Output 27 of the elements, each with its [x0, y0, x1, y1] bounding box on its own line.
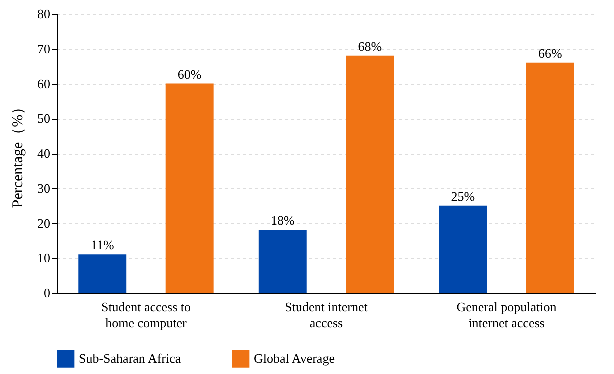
x-tick-label: Student internet access — [285, 300, 368, 330]
y-tick-label: 80 — [38, 6, 50, 22]
x-tick-label: Student access to home computer — [101, 300, 192, 330]
y-tick-label: 70 — [38, 41, 50, 56]
y-tick-label: 60 — [38, 76, 50, 92]
y-tick-label: 10 — [38, 250, 50, 266]
legend-label: Global Average — [254, 351, 336, 366]
x-tick-label: General population internet access — [456, 300, 558, 330]
data-label: 60% — [178, 66, 202, 82]
y-tick-label: 20 — [38, 216, 50, 231]
data-label: 18% — [270, 213, 295, 228]
data-label: 66% — [538, 46, 562, 61]
bar — [166, 84, 214, 293]
bar — [439, 206, 488, 293]
bar — [346, 56, 394, 293]
y-tick-label: 50 — [38, 111, 50, 126]
y-tick-label: 0 — [44, 286, 50, 300]
y-tick-label: 30 — [38, 180, 50, 196]
y-tick-label: 40 — [38, 146, 50, 161]
data-label: 68% — [358, 38, 382, 54]
bar — [78, 254, 127, 293]
bar — [258, 230, 307, 293]
data-label: 11% — [90, 238, 114, 253]
legend-label: Sub-Saharan Africa — [79, 351, 182, 366]
data-label: 25% — [451, 188, 476, 204]
bar — [526, 62, 574, 293]
y-axis-title: Percentage（%） — [10, 100, 26, 208]
